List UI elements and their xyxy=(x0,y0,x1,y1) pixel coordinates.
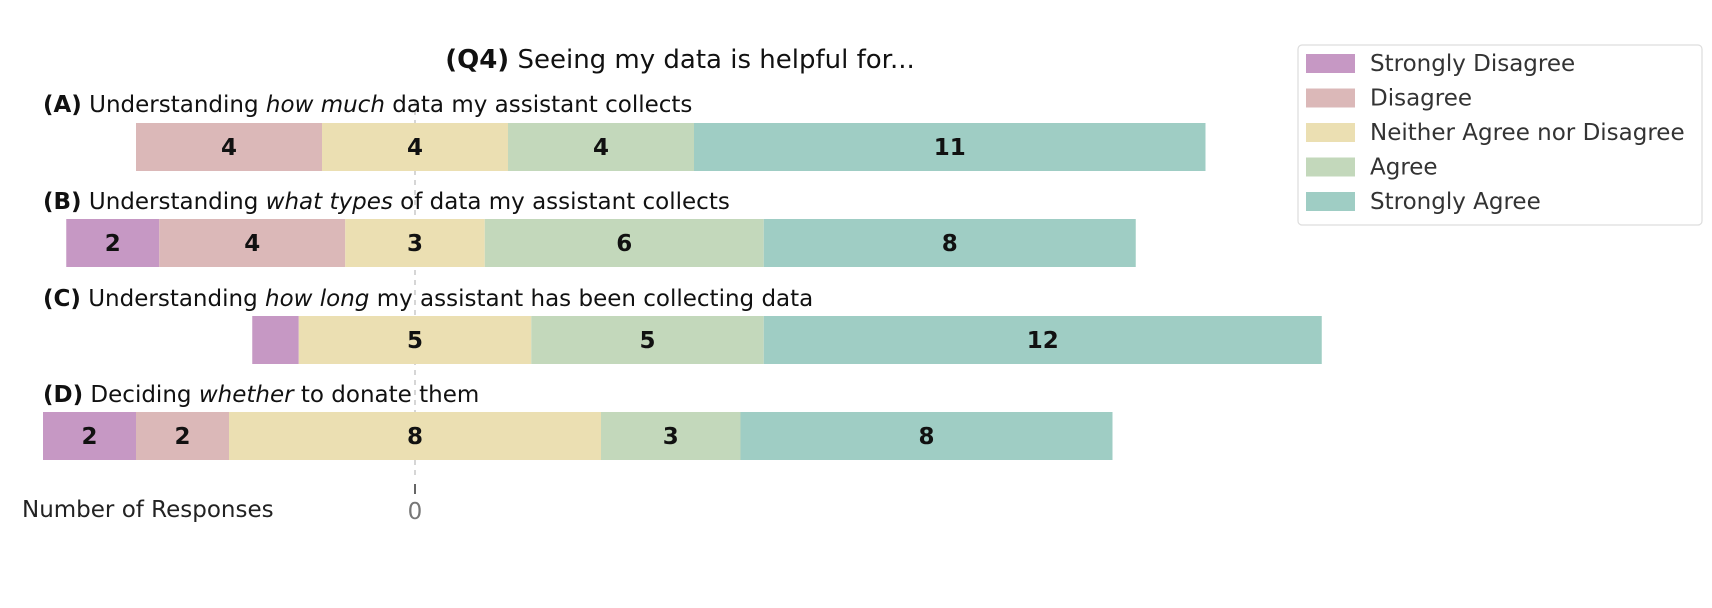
axis-layer: 0 Number of Responses xyxy=(22,100,422,525)
legend-label: Strongly Agree xyxy=(1370,189,1541,215)
bar-segment xyxy=(601,412,741,460)
legend: Strongly Disagree Disagree Neither Agree n… xyxy=(1297,44,1703,226)
labels-layer: (A) Understanding how much data my assis… xyxy=(43,92,1059,450)
chart-title: (Q4) Seeing my data is helpful for... xyxy=(445,45,915,75)
segment-value-label: 11 xyxy=(934,135,966,161)
segment-value-label: 12 xyxy=(1027,328,1059,354)
bar-segment xyxy=(508,123,694,171)
question-label: (A) Understanding how much data my assis… xyxy=(43,92,692,118)
bar-segment xyxy=(66,219,160,267)
bar-segment xyxy=(740,412,1113,460)
bar-segment xyxy=(484,219,764,267)
bar-segment xyxy=(229,412,601,460)
legend-swatch xyxy=(1306,54,1355,73)
bar-segment xyxy=(531,316,764,364)
legend-swatch xyxy=(1306,88,1355,108)
bar-segment xyxy=(763,219,1136,267)
bar-segment xyxy=(136,123,322,171)
segment-value-label: 5 xyxy=(639,328,655,354)
legend-swatch xyxy=(1306,123,1355,142)
segment-value-label: 5 xyxy=(407,328,423,354)
segment-value-label: 4 xyxy=(244,231,260,257)
legend-label: Neither Agree nor Disagree xyxy=(1370,120,1685,146)
segment-value-label: 8 xyxy=(407,424,423,450)
segment-value-label: 3 xyxy=(663,424,679,450)
x-axis-label: Number of Responses xyxy=(22,497,274,523)
bar-segment xyxy=(763,316,1322,364)
question-label: (C) Understanding how long my assistant … xyxy=(43,286,813,312)
segment-value-label: 2 xyxy=(174,424,190,450)
segment-value-label: 2 xyxy=(81,424,97,450)
legend-label: Disagree xyxy=(1370,86,1472,112)
bar-segment xyxy=(252,316,299,364)
legend-swatch xyxy=(1306,192,1355,211)
bar-segment xyxy=(322,123,508,171)
legend-swatch xyxy=(1306,157,1355,177)
segment-value-label: 6 xyxy=(616,231,632,257)
bar-segment xyxy=(694,123,1206,171)
bar-segment xyxy=(43,412,136,460)
x-tick-label: 0 xyxy=(408,499,423,525)
segment-value-label: 8 xyxy=(942,231,958,257)
segment-value-label: 8 xyxy=(918,424,934,450)
segment-value-label: 4 xyxy=(221,135,237,161)
bar-segment xyxy=(298,316,532,364)
bar-segment xyxy=(136,412,229,460)
chart-title-prefix: (Q4) xyxy=(445,45,509,75)
segment-value-label: 4 xyxy=(407,135,423,161)
segment-value-label: 2 xyxy=(105,231,121,257)
segment-value-label: 3 xyxy=(407,231,423,257)
question-label: (D) Deciding whether to donate them xyxy=(43,382,479,408)
segment-value-label: 4 xyxy=(593,135,609,161)
legend-label: Agree xyxy=(1370,155,1438,181)
legend-box xyxy=(1297,44,1703,226)
chart-title-text: Seeing my data is helpful for... xyxy=(509,45,915,75)
bar-segment xyxy=(345,219,485,267)
bars-layer xyxy=(43,123,1322,460)
legend-label: Strongly Disagree xyxy=(1370,51,1575,77)
question-label: (B) Understanding what types of data my … xyxy=(43,189,730,215)
bar-segment xyxy=(159,219,346,267)
